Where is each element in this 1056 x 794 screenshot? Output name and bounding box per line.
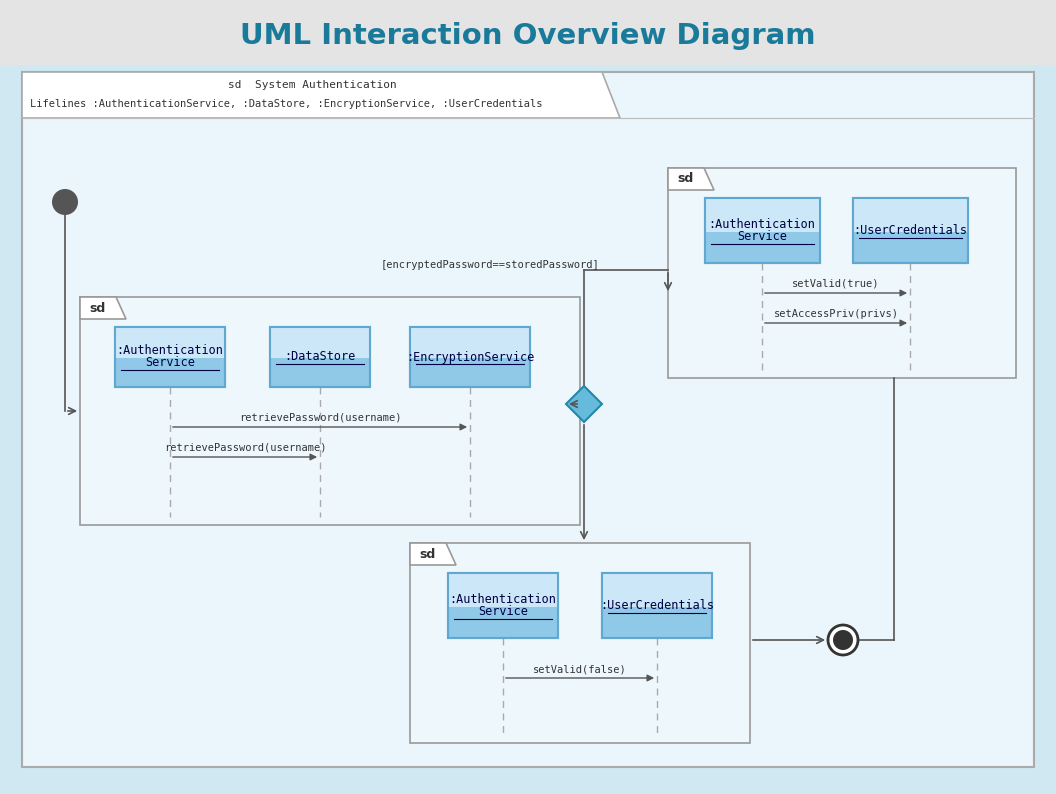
- Text: retrievePassword(username): retrievePassword(username): [239, 413, 401, 423]
- Bar: [410, 327, 530, 387]
- Text: sd: sd: [90, 302, 106, 314]
- Bar: [115, 327, 225, 358]
- Circle shape: [833, 630, 853, 650]
- Bar: [115, 327, 225, 387]
- Bar: [270, 327, 370, 387]
- Text: :UserCredentials: :UserCredentials: [600, 599, 714, 612]
- Polygon shape: [410, 543, 456, 565]
- Text: :Authentication: :Authentication: [709, 218, 815, 231]
- Text: setValid(false): setValid(false): [533, 664, 627, 674]
- Bar: [115, 327, 225, 387]
- Text: :UserCredentials: :UserCredentials: [853, 224, 967, 237]
- Bar: [410, 327, 530, 387]
- Text: UML Interaction Overview Diagram: UML Interaction Overview Diagram: [241, 22, 815, 50]
- Bar: [602, 573, 712, 607]
- Text: :Authentication: :Authentication: [116, 345, 224, 357]
- Polygon shape: [80, 297, 126, 319]
- Circle shape: [52, 189, 78, 215]
- Text: :DataStore: :DataStore: [284, 350, 356, 364]
- Text: setValid(true): setValid(true): [792, 279, 880, 289]
- Text: sd: sd: [420, 548, 436, 561]
- Bar: [852, 198, 967, 232]
- Text: Service: Service: [145, 357, 195, 369]
- Bar: [270, 327, 370, 387]
- Bar: [602, 573, 712, 638]
- Bar: [80, 297, 580, 525]
- Text: setAccessPriv(privs): setAccessPriv(privs): [773, 309, 899, 319]
- Circle shape: [828, 625, 857, 655]
- Text: Service: Service: [478, 605, 528, 618]
- Bar: [448, 573, 558, 638]
- Text: retrievePassword(username): retrievePassword(username): [164, 443, 326, 453]
- Bar: [410, 327, 530, 358]
- Bar: [448, 573, 558, 638]
- Text: Lifelines :AuthenticationService, :DataStore, :EncryptionService, :UserCredentia: Lifelines :AuthenticationService, :DataS…: [30, 99, 543, 109]
- Text: sd: sd: [678, 172, 694, 186]
- Bar: [704, 198, 819, 263]
- Bar: [270, 327, 370, 358]
- Text: Service: Service: [737, 230, 787, 243]
- Bar: [602, 573, 712, 638]
- Bar: [410, 543, 750, 743]
- Polygon shape: [22, 72, 620, 118]
- Polygon shape: [668, 168, 714, 190]
- Bar: [22, 72, 1034, 767]
- Bar: [704, 198, 819, 232]
- Bar: [668, 168, 1016, 378]
- Bar: [0, 0, 1056, 65]
- Bar: [852, 198, 967, 263]
- Bar: [852, 198, 967, 263]
- Text: sd  System Authentication: sd System Authentication: [228, 80, 396, 90]
- Bar: [704, 198, 819, 263]
- Bar: [448, 573, 558, 607]
- Text: :EncryptionService: :EncryptionService: [406, 350, 534, 364]
- Polygon shape: [566, 386, 602, 422]
- Text: :Authentication: :Authentication: [450, 593, 557, 606]
- Text: [encryptedPassword==storedPassword]: [encryptedPassword==storedPassword]: [380, 260, 600, 270]
